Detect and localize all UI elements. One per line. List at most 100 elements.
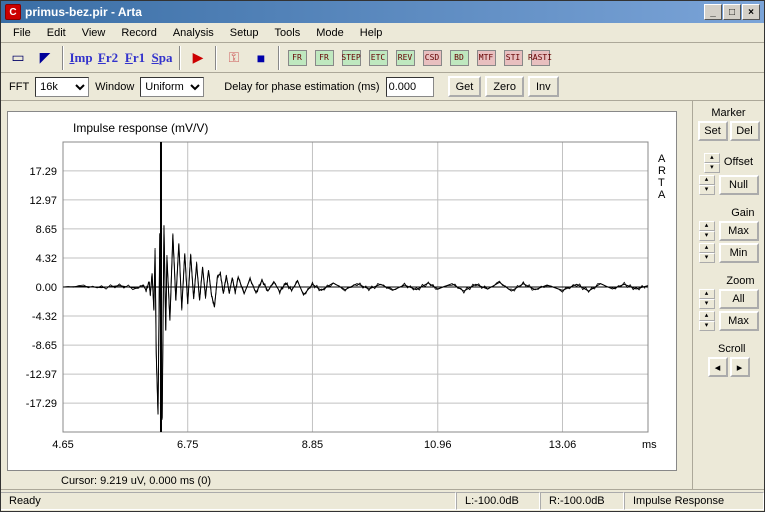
tb-sti[interactable]: STI [500,45,526,71]
close-button[interactable]: × [742,4,760,20]
tb-panel[interactable]: ■ [248,45,274,71]
tb-rasti[interactable]: RASTI [527,45,553,71]
canvas-wrap: -17.29 -12.97 -8.65 -4.32 0.00 4.32 8.65 12.97 1… [7,111,688,481]
svg-text:-4.32: -4.32 [32,311,57,323]
menu-view[interactable]: View [74,25,114,41]
status-r: R:-100.0dB [540,492,624,510]
marker-del-button[interactable]: Del [730,121,760,141]
svg-text:-12.97: -12.97 [26,369,57,381]
svg-text:17.29: 17.29 [29,166,57,178]
zoom-label: Zoom [726,275,754,287]
gain-spinner-up[interactable]: ▴▾ [699,221,715,241]
gain-label: Gain [731,207,754,219]
menu-record[interactable]: Record [113,25,164,41]
maximize-button[interactable]: □ [723,4,741,20]
svg-text:0.00: 0.00 [36,282,57,294]
svg-text:A: A [658,153,667,165]
tb-flag[interactable]: ◤ [32,45,58,71]
menu-help[interactable]: Help [352,25,391,41]
status-mode: Impulse Response [624,492,764,510]
scroll-right-button[interactable]: ▸ [730,357,750,377]
tb-fr-b[interactable]: FR [311,45,337,71]
tb-imp[interactable]: Imp [68,45,94,71]
svg-text:ms: ms [642,439,657,451]
menu-file[interactable]: File [5,25,39,41]
offset-spinner[interactable]: ▴▾ [704,153,720,173]
toolbar-separator [62,46,64,70]
minimize-button[interactable]: _ [704,4,722,20]
tb-etc[interactable]: ETC [365,45,391,71]
svg-text:8.85: 8.85 [302,439,323,451]
toolbar-separator [215,46,217,70]
menu-setup[interactable]: Setup [222,25,267,41]
window-select[interactable]: Uniform [140,77,204,97]
tb-key[interactable]: ⚿ [221,45,247,71]
statusbar: Ready L:-100.0dB R:-100.0dB Impulse Resp… [1,489,764,511]
scroll-label: Scroll [718,343,746,355]
window-title: primus-bez.pir - Arta [25,5,142,19]
svg-text:4.65: 4.65 [52,439,73,451]
zoom-spinner-up[interactable]: ▴▾ [699,289,715,309]
scroll-left-button[interactable]: ◂ [708,357,728,377]
tb-fr-a[interactable]: FR [284,45,310,71]
tb-rev[interactable]: REV [392,45,418,71]
svg-text:-8.65: -8.65 [32,340,57,352]
cursor-readout: Cursor: 9.219 uV, 0.000 ms (0) [61,475,211,487]
menu-edit[interactable]: Edit [39,25,74,41]
offset-null-button[interactable]: Null [719,175,759,195]
tb-mtf[interactable]: MTF [473,45,499,71]
plot-area: -17.29 -12.97 -8.65 -4.32 0.00 4.32 8.65 12.97 1… [1,101,692,489]
svg-text:12.97: 12.97 [29,195,57,207]
svg-text:4.32: 4.32 [36,253,57,265]
status-l: L:-100.0dB [456,492,540,510]
impulse-chart[interactable]: -17.29 -12.97 -8.65 -4.32 0.00 4.32 8.65 12.97 1… [7,111,677,471]
app-window: C primus-bez.pir - Arta _ □ × FileEditVi… [0,0,765,512]
svg-text:8.65: 8.65 [36,224,57,236]
tb-fr1[interactable]: Fr1 [122,45,148,71]
get-button[interactable]: Get [448,76,482,97]
titlebar: C primus-bez.pir - Arta _ □ × [1,1,764,23]
body: -17.29 -12.97 -8.65 -4.32 0.00 4.32 8.65 12.97 1… [1,101,764,489]
delay-label: Delay for phase estimation (ms) [224,81,379,93]
fft-label: FFT [9,81,29,93]
tb-play[interactable]: ▶ [185,45,211,71]
svg-text:-17.29: -17.29 [26,398,57,410]
app-icon: C [5,4,21,20]
zero-button[interactable]: Zero [485,76,524,97]
svg-text:13.06: 13.06 [549,439,577,451]
inv-button[interactable]: Inv [528,76,559,97]
tb-step[interactable]: STEP [338,45,364,71]
menu-analysis[interactable]: Analysis [165,25,222,41]
svg-text:R: R [658,165,666,177]
tb-fr2[interactable]: Fr2 [95,45,121,71]
toolbar-main: ▭◤ImpFr2Fr1Spa▶⚿■FRFRSTEPETCREVCSDBDMTFS… [1,43,764,73]
gain-spinner-dn[interactable]: ▴▾ [699,243,715,263]
zoom-spinner-dn[interactable]: ▴▾ [699,311,715,331]
menu-mode[interactable]: Mode [308,25,352,41]
toolbar-separator [278,46,280,70]
marker-set-button[interactable]: Set [698,121,728,141]
svg-text:A: A [658,189,666,201]
tb-csd[interactable]: CSD [419,45,445,71]
toolbar-params: FFT 16k Window Uniform Delay for phase e… [1,73,764,101]
svg-text:6.75: 6.75 [177,439,198,451]
zoom-max-button[interactable]: Max [719,311,759,331]
side-panel: Marker Set Del ▴▾ Offset ▴▾ Null Gain [692,101,764,489]
gain-max-button[interactable]: Max [719,221,759,241]
menu-tools[interactable]: Tools [267,25,309,41]
tb-bd[interactable]: BD [446,45,472,71]
window-label: Window [95,81,134,93]
toolbar-separator [179,46,181,70]
fft-select[interactable]: 16k [35,77,89,97]
tb-new[interactable]: ▭ [5,45,31,71]
tb-spa[interactable]: Spa [149,45,175,71]
menubar: FileEditViewRecordAnalysisSetupToolsMode… [1,23,764,43]
offset-spinner-2[interactable]: ▴▾ [699,175,715,195]
marker-label: Marker [711,107,745,119]
gain-min-button[interactable]: Min [719,243,759,263]
status-ready: Ready [1,492,456,510]
delay-input[interactable] [386,77,434,97]
svg-text:T: T [658,177,665,189]
svg-text:Impulse response (mV/V): Impulse response (mV/V) [73,121,208,135]
zoom-all-button[interactable]: All [719,289,759,309]
